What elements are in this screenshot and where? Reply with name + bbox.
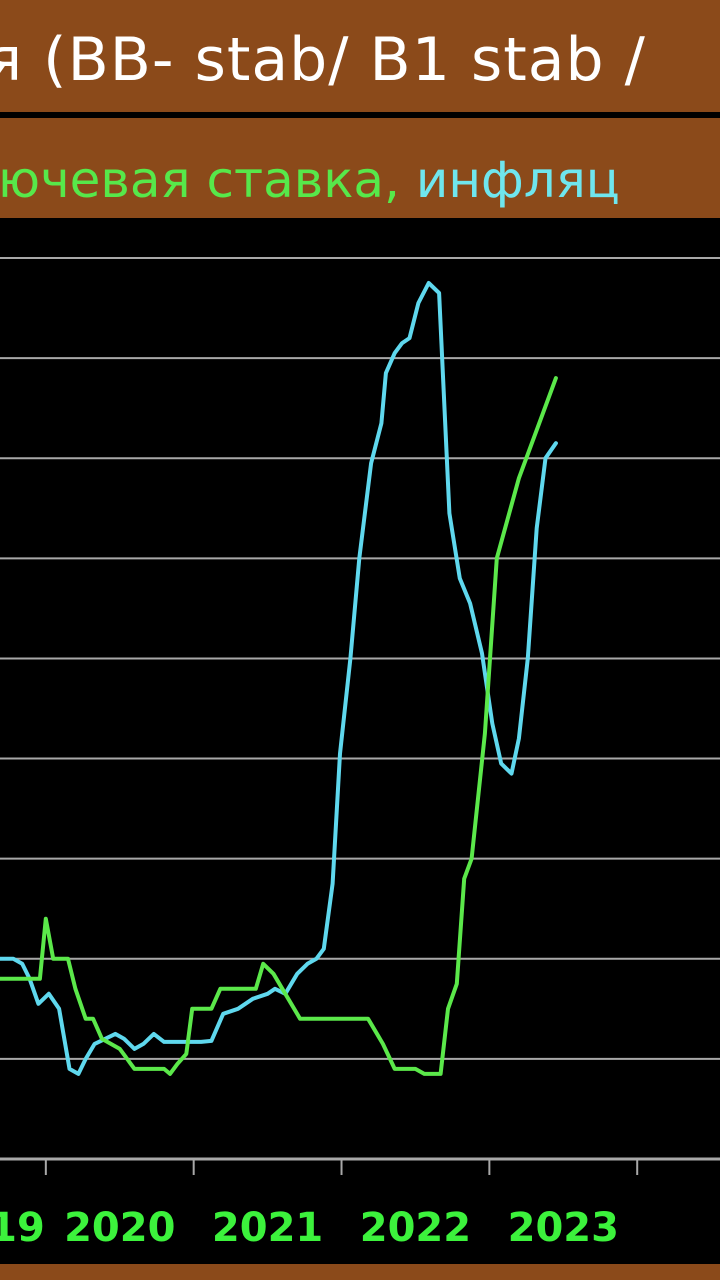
legend-key-rate: ючевая ставка, xyxy=(0,151,400,209)
chart-subtitle: ючевая ставка, инфляц xyxy=(0,152,620,208)
title-bar xyxy=(0,0,720,112)
series-lines xyxy=(0,281,558,1076)
footer-strip xyxy=(0,1264,720,1280)
x-tick-label: 19 xyxy=(0,1205,45,1251)
x-tick-label: 2022 xyxy=(360,1205,471,1251)
legend-inflation: инфляц xyxy=(399,151,620,209)
series-line-inflation xyxy=(0,281,558,1076)
x-tick-label: 2020 xyxy=(64,1205,175,1251)
subtitle-bar xyxy=(0,118,720,218)
chart-title: я (BB- stab/ B1 stab / xyxy=(0,25,646,95)
x-tick-label: 2021 xyxy=(212,1205,323,1251)
gridlines xyxy=(0,257,720,1161)
series-line-key-rate xyxy=(0,376,558,1076)
x-axis: 19 2020 2021 2022 2023 xyxy=(0,1159,639,1251)
line-chart: 19 2020 2021 2022 2023 xyxy=(0,257,720,1251)
x-tick-label: 2023 xyxy=(508,1205,619,1251)
header-divider xyxy=(0,112,720,118)
